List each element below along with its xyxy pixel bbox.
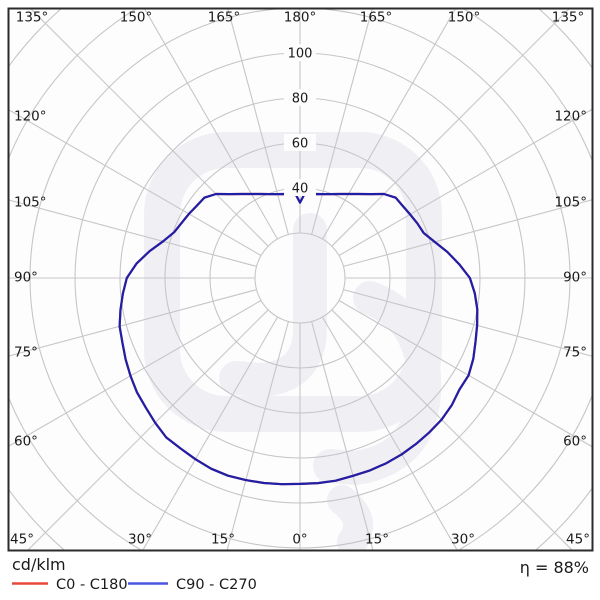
angle-tick-label: 120°: [554, 109, 587, 125]
grid-spoke: [30, 9, 269, 247]
angle-tick-label: 90°: [563, 270, 587, 286]
angle-tick-label: 60°: [563, 434, 587, 450]
radial-label-halo: [284, 44, 316, 61]
grid-spoke: [311, 321, 374, 550]
grid-spoke: [311, 9, 373, 235]
radial-tick-label: 60: [292, 137, 309, 152]
angle-tick-label: 135°: [552, 10, 585, 26]
angle-tick-label: 75°: [14, 345, 38, 361]
grid-spoke: [343, 289, 592, 357]
radial-tick-labels: 40 60 80 100: [284, 44, 316, 197]
grid-spoke: [9, 300, 262, 447]
legend-label-c90: C90 - C270: [176, 577, 257, 593]
grid-spoke: [144, 9, 278, 240]
angle-tick-label: 15°: [365, 532, 389, 548]
angle-tick-label: 120°: [14, 109, 47, 125]
angle-tick-label: 45°: [566, 532, 590, 548]
intensity-curves: [118, 192, 479, 486]
angle-tick-label: 135°: [16, 10, 49, 26]
grid-spoke: [338, 109, 592, 256]
unit-label: cd/klm: [12, 555, 66, 574]
angle-tick-label: 30°: [128, 532, 152, 548]
grid-spoke: [331, 309, 573, 550]
grid-spoke: [343, 199, 592, 267]
grid-spoke: [9, 199, 257, 267]
radial-tick-label: 40: [292, 182, 309, 197]
angle-tick-labels: 135° 150° 165° 180° 165° 150° 135° 45° 30° 15° 0° 1…: [10, 10, 590, 548]
grid-spoke: [338, 300, 592, 447]
grid-spoke: [9, 109, 262, 256]
angle-tick-label: 90°: [14, 270, 38, 286]
grid-spoke: [331, 9, 570, 247]
grid-spoke: [9, 289, 257, 357]
chart-frame-border: [7, 7, 594, 552]
grid-spoke: [227, 9, 289, 235]
angle-tick-label: 150°: [448, 10, 481, 26]
angle-tick-label: 60°: [14, 434, 38, 450]
angle-tick-label: 105°: [554, 195, 587, 211]
angle-tick-label: 165°: [208, 10, 241, 26]
efficiency-value: η = 88%: [520, 558, 589, 577]
grid-spoke: [27, 309, 269, 550]
angle-tick-label: 180°: [284, 10, 317, 26]
angle-tick-label: 165°: [360, 10, 393, 26]
angle-tick-label: 75°: [563, 345, 587, 361]
grid-spoke: [142, 316, 278, 550]
radial-label-halo: [284, 179, 316, 196]
radial-label-halo: [284, 89, 316, 106]
radial-tick-label: 100: [288, 47, 313, 62]
curve-C90-C270: [118, 192, 479, 486]
angle-tick-label: 105°: [14, 195, 47, 211]
radial-tick-label: 80: [292, 92, 309, 107]
grid-spoke: [322, 9, 456, 240]
legend-label-c0: C0 - C180: [56, 577, 128, 593]
radial-label-halo: [284, 134, 316, 151]
angle-tick-label: 0°: [292, 532, 307, 548]
grid-spoke: [226, 321, 289, 550]
angle-tick-label: 30°: [451, 532, 475, 548]
angle-tick-label: 45°: [10, 532, 34, 548]
angle-tick-label: 15°: [211, 532, 235, 548]
grid-spoke: [322, 316, 458, 550]
angle-tick-label: 150°: [120, 10, 153, 26]
